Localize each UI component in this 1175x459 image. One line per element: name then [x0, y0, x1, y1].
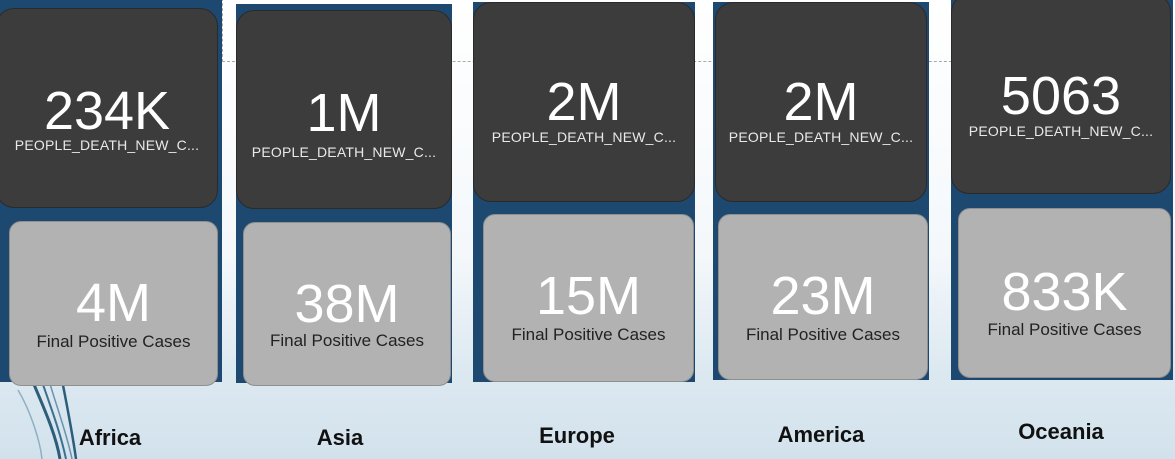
deaths-kpi-card[interactable]: 234K PEOPLE_DEATH_NEW_C... — [0, 8, 218, 208]
deaths-value: 5063 — [1000, 66, 1122, 126]
deaths-value: 1M — [306, 83, 382, 143]
region-label-america: America — [777, 422, 865, 447]
deaths-kpi-card[interactable]: 2M PEOPLE_DEATH_NEW_C... — [715, 2, 927, 202]
cases-label: Final Positive Cases — [269, 331, 424, 350]
region-panel-europe: 2M PEOPLE_DEATH_NEW_C... 15M Final Posit… — [473, 2, 695, 382]
cases-value: 833K — [1001, 262, 1128, 322]
region-panel-america: 2M PEOPLE_DEATH_NEW_C... 23M Final Posit… — [713, 2, 929, 380]
deaths-label: PEOPLE_DEATH_NEW_C... — [491, 129, 677, 145]
region-label-asia: Asia — [316, 425, 364, 450]
deaths-label: PEOPLE_DEATH_NEW_C... — [14, 137, 200, 153]
deaths-kpi-card[interactable]: 5063 PEOPLE_DEATH_NEW_C... — [951, 0, 1171, 194]
cases-value: 38M — [294, 274, 400, 334]
region-label-africa: Africa — [78, 425, 142, 450]
cases-kpi-card[interactable]: 833K Final Positive Cases — [958, 208, 1171, 378]
cases-kpi-card[interactable]: 23M Final Positive Cases — [718, 214, 928, 380]
cases-value: 15M — [535, 266, 642, 326]
cases-value: 23M — [770, 266, 876, 326]
region-panel-oceania: 5063 PEOPLE_DEATH_NEW_C... 833K Final Po… — [951, 0, 1173, 380]
deaths-label: PEOPLE_DEATH_NEW_C... — [968, 123, 1154, 139]
region-panel-africa: 234K PEOPLE_DEATH_NEW_C... 4M Final Posi… — [0, 0, 222, 386]
deaths-value: 234K — [43, 81, 171, 141]
cases-kpi-card[interactable]: 15M Final Positive Cases — [483, 214, 694, 382]
cases-label: Final Positive Cases — [511, 325, 666, 344]
cases-kpi-card[interactable]: 4M Final Positive Cases — [9, 221, 218, 386]
deaths-label: PEOPLE_DEATH_NEW_C... — [251, 144, 437, 160]
deaths-value: 2M — [546, 72, 622, 132]
region-label-europe: Europe — [539, 423, 615, 448]
deaths-label: PEOPLE_DEATH_NEW_C... — [728, 129, 914, 145]
region-label-oceania: Oceania — [1018, 419, 1104, 444]
deaths-kpi-card[interactable]: 1M PEOPLE_DEATH_NEW_C... — [236, 10, 452, 209]
deaths-kpi-card[interactable]: 2M PEOPLE_DEATH_NEW_C... — [473, 2, 695, 202]
cases-value: 4M — [75, 273, 151, 333]
cases-label: Final Positive Cases — [745, 325, 900, 344]
cases-label: Final Positive Cases — [36, 332, 191, 351]
region-panel-asia: 1M PEOPLE_DEATH_NEW_C... 38M Final Posit… — [236, 4, 452, 386]
cases-label: Final Positive Cases — [987, 320, 1142, 339]
cases-kpi-card[interactable]: 38M Final Positive Cases — [243, 222, 451, 386]
deaths-value: 2M — [783, 72, 859, 132]
